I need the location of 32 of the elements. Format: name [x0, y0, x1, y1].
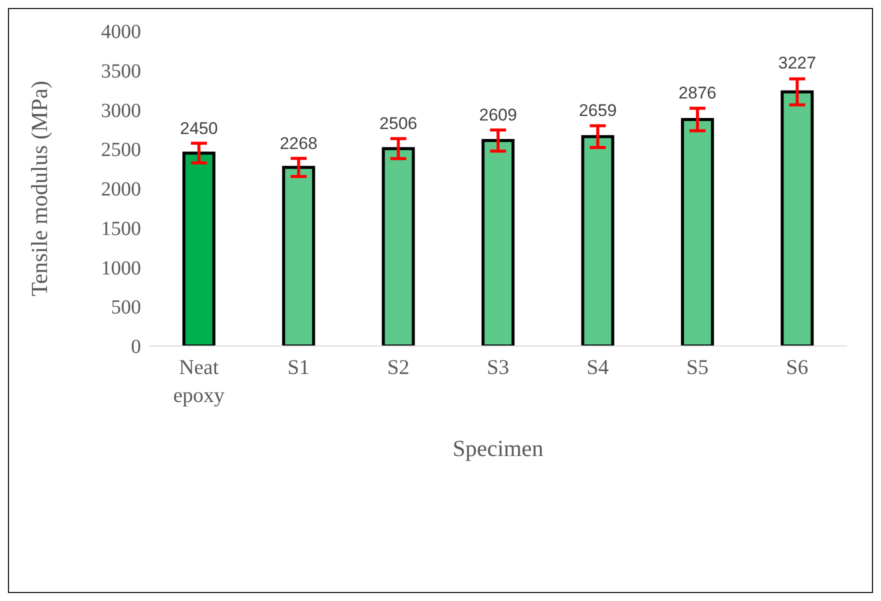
- x-tick-label: Neat epoxy: [173, 355, 226, 407]
- bar: [182, 152, 216, 346]
- y-tick-label: 4000: [101, 21, 141, 44]
- y-tick-label: 0: [131, 336, 141, 358]
- y-tick-label: 2000: [101, 178, 141, 201]
- y-axis-title: Tensile modulus (MPa): [27, 80, 52, 296]
- x-tick-label: S2: [387, 355, 410, 379]
- y-tick-label: 3000: [101, 100, 141, 122]
- bar: [680, 118, 714, 346]
- x-tick-label: S4: [586, 355, 610, 379]
- y-tick-label: 1000: [101, 257, 141, 280]
- y-tick-label: 500: [111, 296, 141, 319]
- x-tick-label: S3: [486, 355, 510, 379]
- data-label: 2609: [479, 105, 517, 124]
- data-label: 2268: [280, 134, 318, 154]
- data-label: 2506: [379, 114, 418, 134]
- data-label: 2876: [678, 83, 716, 102]
- data-label: 3227: [778, 53, 816, 72]
- bar: [282, 166, 316, 346]
- y-tick-label: 1500: [101, 218, 141, 240]
- x-tick-label: S6: [786, 355, 808, 379]
- y-tick-label: 2500: [101, 139, 141, 162]
- bar: [581, 135, 614, 346]
- x-tick-label: S5: [686, 355, 709, 379]
- x-axis-title: Specimen: [452, 436, 544, 461]
- data-label: 2450: [180, 118, 218, 138]
- data-label: 2659: [578, 100, 617, 120]
- bar: [780, 90, 814, 346]
- bar: [382, 147, 415, 346]
- bar: [482, 139, 515, 346]
- y-tick-label: 3500: [101, 60, 141, 82]
- x-tick-label: S1: [287, 355, 310, 379]
